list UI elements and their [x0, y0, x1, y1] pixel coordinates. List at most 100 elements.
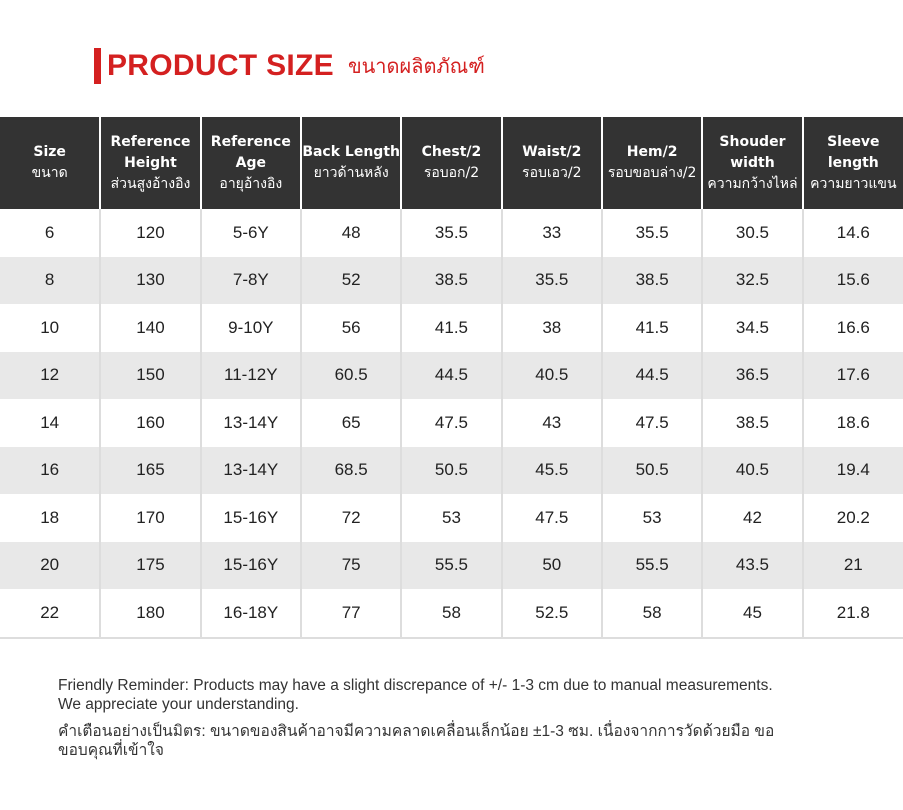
- table-cell: 21: [801, 541, 903, 589]
- header-line: Back Length: [302, 144, 400, 160]
- table-row: 10 140 9-10Y 56 41.5 38 41.5 34.5 16.6: [0, 304, 903, 352]
- table-row: 6 120 5-6Y 48 35.5 33 35.5 30.5 14.6: [0, 209, 903, 257]
- header-line: Height: [124, 154, 177, 171]
- table-row: 22 180 16-18Y 77 58 52.5 58 45 21.8: [0, 589, 903, 639]
- table-cell: 38.5: [600, 256, 703, 304]
- header-row: Size ขนาด Reference Height ส่วนสูงอ้างอิง Ref…: [0, 117, 903, 209]
- table-cell: 60.5: [299, 351, 402, 399]
- table-cell: 9-10Y: [199, 304, 301, 352]
- table-row: 16 165 13-14Y 68.5 50.5 45.5 50.5 40.5 19.4: [0, 446, 903, 494]
- table-cell: 52: [299, 256, 402, 304]
- size-table: Size ขนาด Reference Height ส่วนสูงอ้างอิง Ref…: [0, 117, 903, 639]
- table-cell: 20: [0, 541, 101, 589]
- table-cell: 18.6: [801, 399, 903, 447]
- table-cell: 20.2: [801, 494, 903, 542]
- column-header: Size ขนาด: [0, 117, 101, 209]
- title-thai: ขนาดผลิตภัณฑ์: [347, 54, 485, 78]
- table-cell: 38.5: [400, 256, 502, 304]
- table-cell: 7-8Y: [199, 256, 301, 304]
- table-cell: 56: [299, 304, 402, 352]
- table-cell: 33: [500, 209, 602, 257]
- table-cell: 22: [0, 589, 101, 639]
- column-header: Back Length ยาวด้านหลัง: [299, 117, 402, 209]
- table-cell: 160: [99, 399, 201, 447]
- note-paragraph: Friendly Reminder: Products may have a s…: [58, 676, 878, 714]
- table-cell: 35.5: [500, 256, 602, 304]
- table-cell: 165: [99, 446, 201, 494]
- table-cell: 44.5: [400, 351, 502, 399]
- table-cell: 16-18Y: [199, 589, 301, 639]
- table-cell: 75: [299, 541, 402, 589]
- table-row: 12 150 11-12Y 60.5 44.5 40.5 44.5 36.5 17.6: [0, 351, 903, 399]
- table-cell: 47.5: [400, 399, 502, 447]
- header-line: width: [730, 154, 775, 171]
- table-cell: 40.5: [500, 351, 602, 399]
- header-line: ความกว้างไหล่: [707, 175, 798, 192]
- table-cell: 120: [99, 209, 201, 257]
- header-line: รอบอก/2: [423, 165, 480, 181]
- table-cell: 53: [600, 494, 703, 542]
- column-header: Sleeve length ความยาวแขน: [801, 117, 903, 209]
- table-cell: 21.8: [801, 589, 903, 639]
- table-cell: 130: [99, 256, 201, 304]
- table-cell: 45: [701, 589, 803, 639]
- header-line: length: [827, 154, 879, 171]
- header-line: Reference: [110, 133, 191, 150]
- table-cell: 140: [99, 304, 201, 352]
- table-cell: 47.5: [500, 494, 602, 542]
- table-cell: 14: [40, 412, 60, 432]
- column-header: Waist/2 รอบเอว/2: [500, 117, 602, 209]
- header-line: รอบเอว/2: [522, 165, 582, 181]
- table-row: 20 175 15-16Y 75 55.5 50 55.5 43.5 21: [0, 541, 903, 589]
- table-cell: 45.5: [500, 446, 602, 494]
- table-cell: 50.5: [600, 446, 703, 494]
- notes: Friendly Reminder: Products may have a s…: [58, 676, 878, 768]
- table-head: Size ขนาด Reference Height ส่วนสูงอ้างอิง Ref…: [0, 117, 903, 209]
- header-line: Hem/2: [626, 144, 678, 160]
- table-cell: 34.5: [701, 304, 803, 352]
- table-row: 8 130 7-8Y 52 38.5 35.5 38.5 32.5 15.6: [0, 256, 903, 304]
- table-cell: 8: [0, 256, 101, 304]
- table-cell: 30.5: [701, 209, 803, 257]
- note-line: Friendly Reminder: Products may have a s…: [58, 677, 773, 694]
- table-cell: 35.5: [600, 209, 703, 257]
- header-line: ความยาวแขน: [810, 175, 897, 192]
- table-cell: 35.5: [400, 209, 502, 257]
- header-line: Waist/2: [522, 144, 582, 160]
- table-cell: 41.5: [400, 304, 502, 352]
- note-paragraph: คำเตือนอย่างเป็นมิตร: ขนาดของสินค้าอาจมี…: [58, 722, 878, 760]
- table-cell: 41.5: [600, 304, 703, 352]
- table-cell: 32.5: [701, 256, 803, 304]
- header-line: ส่วนสูงอ้างอิง: [110, 175, 191, 192]
- table-cell: 14.6: [801, 209, 903, 257]
- table-cell: 55.5: [600, 541, 703, 589]
- column-header: Reference Age อายุอ้างอิง: [199, 117, 301, 209]
- table-cell: 65: [299, 399, 402, 447]
- table-row: 18 170 15-16Y 72 53 47.5 53 42 20.2: [0, 494, 903, 542]
- header-line: ยาวด้านหลัง: [313, 165, 389, 181]
- title: PRODUCT SIZE ขนาดผลิตภัณฑ์: [94, 48, 485, 84]
- header-line: Sleeve: [827, 133, 880, 150]
- table-cell: 17.6: [801, 351, 903, 399]
- table-cell: 36.5: [701, 351, 803, 399]
- table-cell: 77: [299, 589, 402, 639]
- table-row: 14 160 13-14Y 65 47.5 43 47.5 38.5 18.6: [0, 399, 903, 447]
- header-line: รอบขอบล่าง/2: [607, 165, 697, 181]
- note-line: คำเตือนอย่างเป็นมิตร: ขนาดของสินค้าอาจมี…: [58, 723, 775, 740]
- header-line: Reference: [210, 133, 291, 150]
- table-cell: 48: [299, 209, 402, 257]
- table-cell: 55.5: [400, 541, 502, 589]
- table-cell: 43: [500, 399, 602, 447]
- table-cell: 38: [500, 304, 602, 352]
- table-cell: 47.5: [600, 399, 703, 447]
- table-cell: 44.5: [600, 351, 703, 399]
- table-cell: 170: [99, 494, 201, 542]
- table-cell: 16: [0, 446, 101, 494]
- table-cell: 5-6Y: [199, 209, 301, 257]
- table-cell: 42: [701, 494, 803, 542]
- table-cell: 16.6: [801, 304, 903, 352]
- table-cell: 13-14Y: [199, 446, 301, 494]
- table-cell: 50: [500, 541, 602, 589]
- table-cell: 175: [99, 541, 201, 589]
